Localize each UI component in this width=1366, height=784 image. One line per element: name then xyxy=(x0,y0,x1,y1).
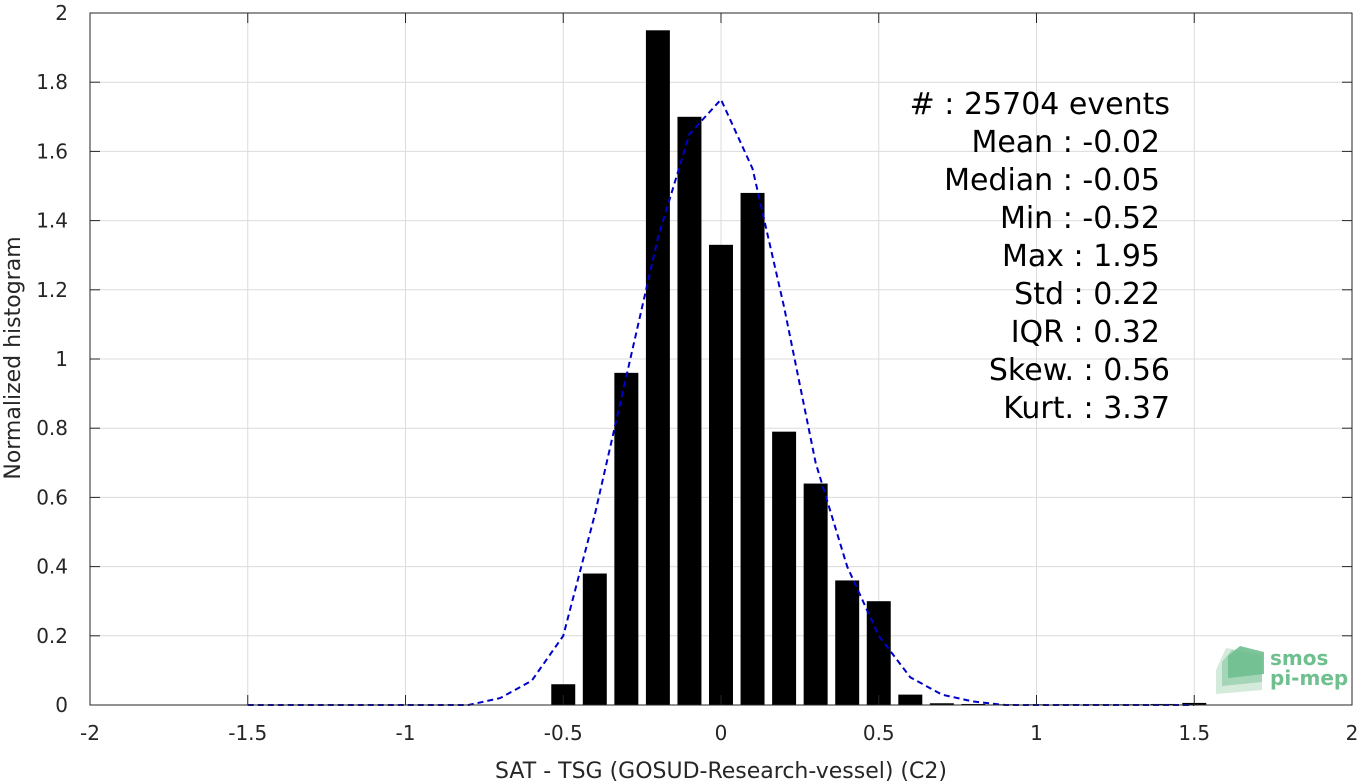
y-tick-label: 0 xyxy=(55,693,68,717)
y-axis-label: Normalized histogram xyxy=(1,236,26,479)
x-tick-labels: -2 -1.5 -1 -0.5 0 0.5 1 1.5 2 xyxy=(80,721,1358,745)
y-tick-label: 0.6 xyxy=(36,485,68,509)
y-tick-label: 1.4 xyxy=(36,209,68,233)
stats-iqr: IQR : 0.32 xyxy=(1011,315,1160,350)
axes-frame xyxy=(89,12,1353,706)
stats-skew: Skew. : 0.56 xyxy=(989,353,1170,388)
y-tick-label: 1.6 xyxy=(36,139,68,163)
y-tick-labels: 0 0.2 0.4 0.6 0.8 1 1.2 1.4 1.6 1.8 2 xyxy=(36,1,68,717)
x-tick-label: -0.5 xyxy=(544,721,583,745)
x-tick-label: 2 xyxy=(1346,721,1359,745)
stats-mean: Mean : -0.02 xyxy=(971,125,1160,160)
histogram-bars xyxy=(551,30,1207,706)
logo-text-smos: smos xyxy=(1270,646,1328,670)
y-tick-label: 1.2 xyxy=(36,278,68,302)
histogram-bar xyxy=(835,580,860,705)
y-tick-label: 0.2 xyxy=(36,624,68,648)
histogram-bar xyxy=(614,372,639,705)
stats-max: Max : 1.95 xyxy=(1002,239,1160,274)
x-tick-label: 1.5 xyxy=(1178,721,1210,745)
stats-kurt: Kurt. : 3.37 xyxy=(1003,391,1170,426)
x-tick-label: -1 xyxy=(396,721,416,745)
logo-cube-icon xyxy=(1216,646,1264,694)
x-tick-label: 0.5 xyxy=(863,721,895,745)
histogram-bar xyxy=(645,30,670,706)
y-tick-label: 2 xyxy=(55,1,68,25)
stats-std: Std : 0.22 xyxy=(1014,277,1160,312)
histogram-bar xyxy=(961,703,986,705)
histogram-bar xyxy=(929,703,954,705)
histogram-bar xyxy=(740,192,765,706)
x-tick-label: 0 xyxy=(715,721,728,745)
histogram-bar xyxy=(898,694,923,705)
y-tick-label: 1 xyxy=(55,347,68,371)
x-axis-label: SAT - TSG (GOSUD-Research-vessel) (C2) xyxy=(495,759,947,784)
statistics-annotation: # : 25704 events Mean : -0.02 Median : -… xyxy=(910,87,1170,426)
x-tick-label: -2 xyxy=(80,721,100,745)
x-tick-label: -1.5 xyxy=(228,721,267,745)
y-tick-label: 0.8 xyxy=(36,416,68,440)
y-tick-label: 1.8 xyxy=(36,70,68,94)
stats-median: Median : -0.05 xyxy=(944,163,1160,198)
stats-events: # : 25704 events xyxy=(910,87,1170,122)
histogram-bar xyxy=(772,431,797,705)
histogram-bar xyxy=(866,601,891,705)
stats-min: Min : -0.52 xyxy=(1000,201,1160,236)
logo-text-pimep: pi-mep xyxy=(1270,666,1348,690)
histogram-bar xyxy=(677,116,702,706)
histogram-bar xyxy=(709,244,733,705)
y-tick-label: 0.4 xyxy=(36,555,68,579)
histogram-bar xyxy=(803,483,828,705)
histogram-bar xyxy=(582,573,607,705)
x-tick-label: 1 xyxy=(1030,721,1043,745)
smos-pimep-logo: smos pi-mep xyxy=(1216,646,1348,694)
histogram-bar xyxy=(551,684,576,705)
histogram-bar xyxy=(1150,703,1175,705)
